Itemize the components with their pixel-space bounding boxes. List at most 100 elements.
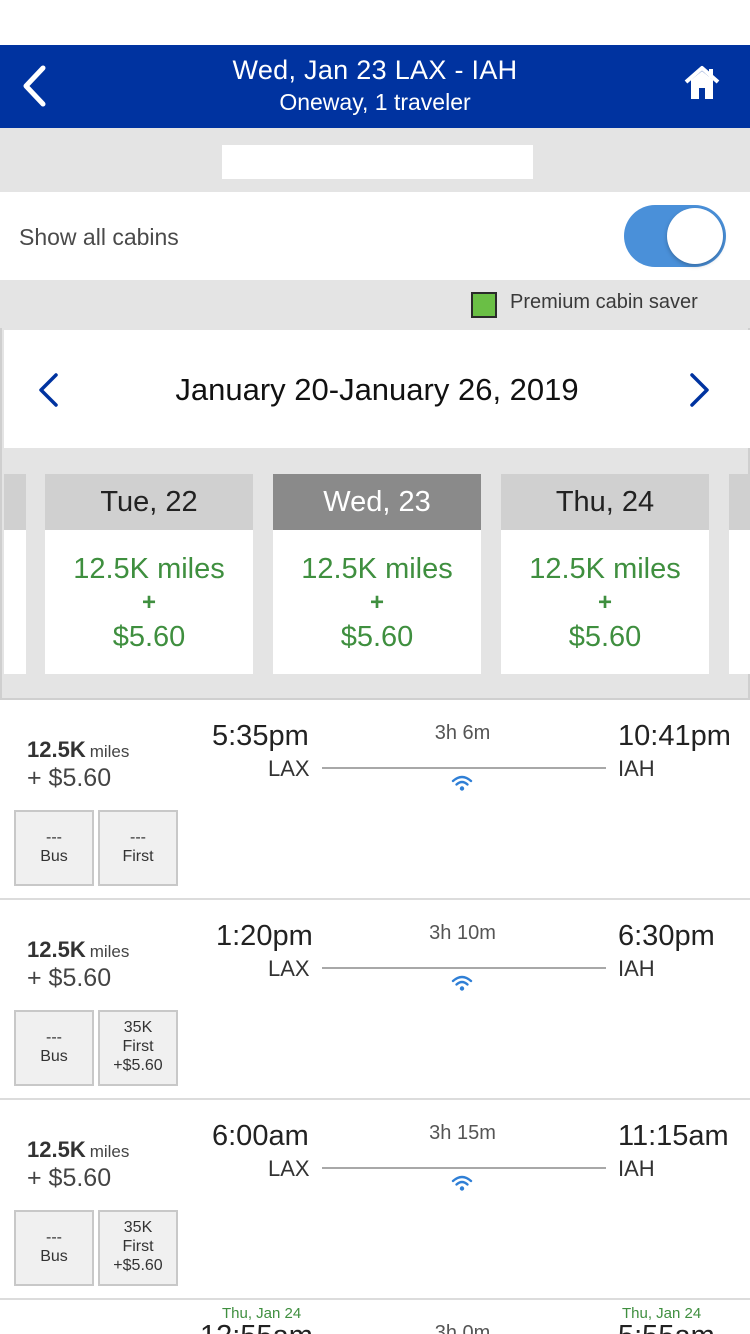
miles-unit: miles [89,942,130,961]
arrival-time: 6:30pm [618,920,715,952]
first-fare-box[interactable]: 35K First +$5.60 [98,1010,178,1086]
miles-unit: miles [89,742,130,761]
header-title: Wed, Jan 23 LAX - IAH [232,55,518,85]
chevron-right-icon [690,373,709,407]
miles-amount: 12.5K [27,737,86,762]
fare-miles: 35K [123,1219,153,1236]
fare-cabin: First [122,1238,154,1255]
show-all-cabins-row: Show all cabins [0,192,750,280]
flight-duration: 3h 15m [429,1122,496,1144]
day-plus: + [369,589,384,616]
arrival-airport: IAH [618,1156,655,1181]
day-label: Thu, 24 [501,474,709,530]
premium-cabin-saver-swatch [471,292,497,318]
next-week-button[interactable] [684,370,720,410]
back-button[interactable] [14,61,54,111]
arrival-airport: IAH [618,756,655,781]
day-card-header [4,474,26,530]
fare-line: --- [46,1029,62,1046]
day-label: Wed, 23 [273,474,481,530]
business-fare-box[interactable]: --- Bus [14,1010,94,1086]
show-all-cabins-label: Show all cabins [19,224,179,250]
day-miles: 12.5K miles [529,553,681,585]
week-header: January 20-January 26, 2019 [4,330,750,448]
week-range: January 20-January 26, 2019 [175,372,579,407]
first-fare-box[interactable]: --- First [98,810,178,886]
business-fare-box[interactable]: --- Bus [14,810,94,886]
day-plus: + [597,589,612,616]
flight-cash: + $5.60 [27,1164,112,1192]
first-fare-box[interactable]: 35K First +$5.60 [98,1210,178,1286]
header-subtitle: Oneway, 1 traveler [279,89,471,115]
departure-time: 1:20pm [216,920,313,952]
departure-airport: LAX [268,1156,310,1181]
day-cash: $5.60 [340,621,414,653]
legend-band: Premium cabin saver [0,280,750,328]
flight-miles: 12.5K miles [27,1137,129,1163]
chevron-left-icon [39,373,58,407]
fare-cash: +$5.60 [113,1057,163,1074]
day-cash: $5.60 [112,621,186,653]
day-label: Tue, 22 [45,474,253,530]
fare-line: --- [130,829,146,846]
chevron-left-icon [23,65,46,107]
departure-time: 6:00am [212,1120,309,1152]
day-card-header [729,474,750,530]
flight-duration: 3h 0m [434,1322,491,1334]
home-button[interactable] [682,63,722,103]
legend-label: Premium cabin saver [510,291,698,313]
home-icon [684,66,720,99]
toggle-knob [667,208,723,264]
flight-row[interactable]: 12.5K miles + $5.60 --- Bus --- First 5:3… [0,700,750,900]
week-calendar: January 20-January 26, 2019 Tue, 22 12.5… [0,328,750,700]
fare-miles: 35K [123,1019,153,1036]
fare-cabin: Bus [40,1048,68,1065]
day-card-wed[interactable]: Wed, 23 12.5K miles + $5.60 [273,474,481,674]
previous-week-button[interactable] [34,370,70,410]
flight-row[interactable]: 12.5K miles + $5.60 --- Bus 35K First +$5… [0,900,750,1100]
flight-cash: + $5.60 [27,764,112,792]
miles-unit: miles [89,1142,130,1161]
flight-row-partial[interactable]: Thu, Jan 24 12:55am 3h 0m Thu, Jan 24 5:… [0,1302,750,1334]
fare-line: --- [46,829,62,846]
fare-cabin: First [122,1038,154,1055]
arrival-time: 10:41pm [618,720,731,752]
departure-time: 5:35pm [212,720,309,752]
arrival-time: 11:15am [618,1120,729,1152]
flight-cash: + $5.60 [27,964,112,992]
day-miles: 12.5K miles [301,553,453,585]
day-card-partial-next[interactable] [729,474,750,674]
route-line [322,1167,606,1169]
departure-airport: LAX [268,756,310,781]
promo-band [0,128,750,192]
fare-cash: +$5.60 [113,1257,163,1274]
day-card-thu[interactable]: Thu, 24 12.5K miles + $5.60 [501,474,709,674]
app-header: Wed, Jan 23 LAX - IAH Oneway, 1 traveler [0,45,750,128]
status-bar [0,0,750,45]
route-line [322,767,606,769]
fare-cabin: Bus [40,848,68,865]
wifi-icon [451,1175,473,1191]
arrival-next-day: Thu, Jan 24 [622,1305,702,1322]
day-miles: 12.5K miles [73,553,225,585]
arrival-time: 5:55am [618,1320,715,1334]
fare-cabin: First [122,848,154,865]
business-fare-box[interactable]: --- Bus [14,1210,94,1286]
show-all-cabins-toggle[interactable] [624,205,726,267]
flight-duration: 3h 10m [429,922,496,944]
arrival-airport: IAH [618,956,655,981]
departure-next-day: Thu, Jan 24 [222,1305,302,1322]
day-card-partial-previous[interactable] [4,474,26,674]
fare-line: --- [46,1229,62,1246]
flight-row[interactable]: 12.5K miles + $5.60 --- Bus 35K First +$5… [0,1100,750,1300]
miles-amount: 12.5K [27,1137,86,1162]
day-card-tue[interactable]: Tue, 22 12.5K miles + $5.60 [45,474,253,674]
miles-amount: 12.5K [27,937,86,962]
wifi-icon [451,775,473,791]
flight-miles: 12.5K miles [27,937,129,963]
departure-time: 12:55am [200,1320,313,1334]
flight-duration: 3h 6m [434,722,491,744]
flight-miles: 12.5K miles [27,737,129,763]
route-line [322,967,606,969]
departure-airport: LAX [268,956,310,981]
